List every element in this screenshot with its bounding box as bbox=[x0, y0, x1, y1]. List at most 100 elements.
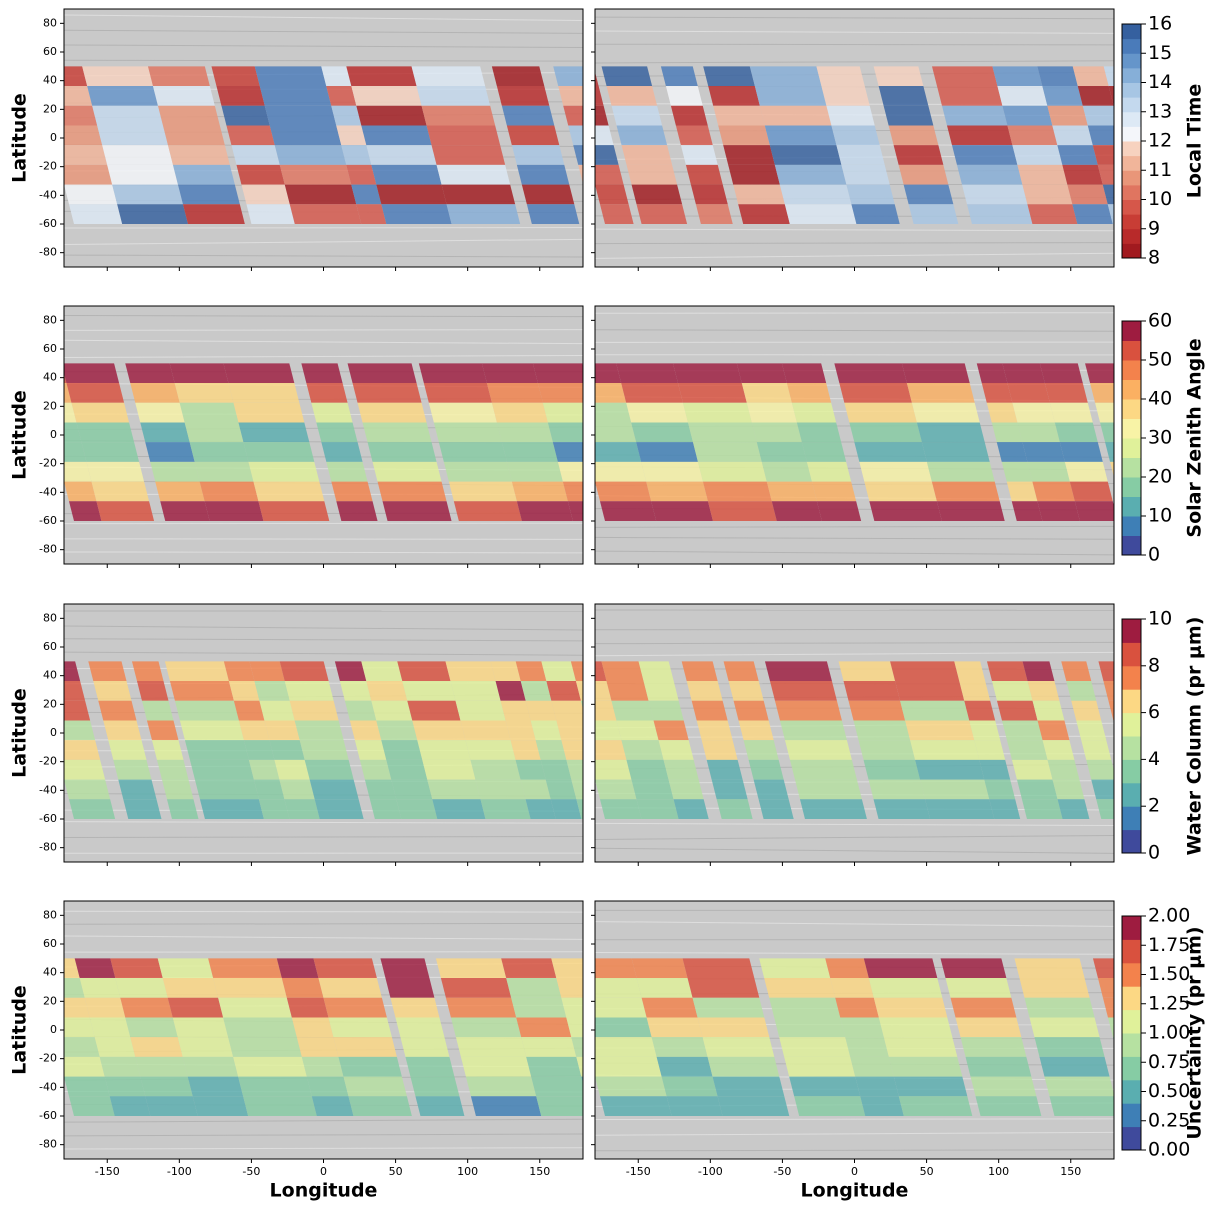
field-cell bbox=[825, 958, 869, 978]
field-cell bbox=[794, 1096, 865, 1116]
field-cell bbox=[422, 106, 496, 126]
field-cell bbox=[642, 998, 698, 1018]
field-cell bbox=[1073, 66, 1109, 86]
colorbar-band bbox=[1122, 156, 1141, 171]
field-cell bbox=[779, 1037, 850, 1057]
colorbar-label: Water Column (pr μm) bbox=[1184, 617, 1206, 856]
field-cell bbox=[1007, 383, 1049, 403]
field-cell bbox=[59, 165, 112, 185]
field-cell bbox=[200, 482, 259, 502]
field-cell bbox=[360, 760, 391, 780]
y-tick-label: -40 bbox=[39, 485, 57, 498]
field-cell bbox=[285, 681, 334, 701]
field-cell bbox=[585, 145, 619, 165]
field-cell bbox=[982, 383, 1013, 403]
colorbar-tick-label: 13 bbox=[1148, 100, 1172, 122]
field-cell bbox=[335, 661, 366, 681]
field-cell bbox=[112, 185, 183, 205]
field-cell bbox=[326, 462, 367, 482]
field-cell bbox=[941, 958, 1007, 978]
field-cell bbox=[1027, 462, 1069, 482]
field-cell bbox=[590, 462, 646, 482]
field-cell bbox=[456, 1037, 526, 1057]
field-cell bbox=[446, 998, 516, 1018]
field-cell bbox=[954, 661, 985, 681]
field-cell bbox=[733, 185, 785, 205]
field-cell bbox=[1047, 106, 1087, 126]
colorbar-band bbox=[1122, 1103, 1141, 1127]
field-cell bbox=[328, 1017, 391, 1037]
field-cell bbox=[54, 1037, 100, 1057]
colorbar-band bbox=[1122, 321, 1141, 341]
field-cell bbox=[795, 780, 862, 800]
field-cell bbox=[34, 66, 87, 86]
field-cell bbox=[64, 185, 117, 205]
y-tick-label: 20 bbox=[43, 697, 57, 710]
field-cell bbox=[992, 681, 1033, 701]
field-cell bbox=[173, 165, 235, 185]
field-cell bbox=[845, 1037, 889, 1057]
field-cell bbox=[713, 1077, 785, 1097]
y-tick-label: -60 bbox=[39, 217, 57, 230]
colorbar-band bbox=[1122, 380, 1141, 400]
field-cell bbox=[661, 66, 698, 86]
field-cell bbox=[590, 1057, 662, 1077]
field-cell bbox=[512, 482, 568, 502]
colorbar-tick-label: 0 bbox=[1148, 544, 1160, 566]
field-cell bbox=[961, 1037, 1027, 1057]
field-cell bbox=[279, 780, 314, 800]
colorbar-label: Solar Zenith Angle bbox=[1184, 338, 1206, 537]
field-cell bbox=[395, 1017, 444, 1037]
field-cell bbox=[471, 1096, 541, 1116]
y-tick-label: 20 bbox=[43, 399, 57, 412]
field-cell bbox=[899, 165, 949, 185]
field-cell bbox=[170, 681, 234, 701]
field-cell bbox=[667, 1096, 723, 1116]
field-cell bbox=[1078, 86, 1114, 106]
field-cell bbox=[378, 482, 447, 502]
field-cell bbox=[775, 165, 847, 185]
field-cell bbox=[637, 204, 688, 224]
field-cell bbox=[1002, 462, 1033, 482]
field-cell bbox=[180, 720, 244, 740]
field-cell bbox=[693, 998, 765, 1018]
colorbar-band bbox=[1122, 916, 1141, 940]
field-cell bbox=[717, 799, 753, 819]
field-cell bbox=[246, 204, 294, 224]
field-cell bbox=[526, 799, 556, 819]
field-cell bbox=[651, 501, 713, 521]
colorbar-tick-label: 15 bbox=[1148, 42, 1172, 64]
field-cell bbox=[259, 701, 294, 721]
field-cell bbox=[302, 1057, 344, 1077]
field-cell bbox=[526, 701, 557, 721]
field-cell bbox=[343, 1077, 406, 1097]
field-cell bbox=[521, 681, 552, 701]
field-cell bbox=[363, 422, 432, 442]
field-cell bbox=[754, 780, 789, 800]
field-cell bbox=[1017, 780, 1058, 800]
field-cell bbox=[787, 383, 831, 403]
field-cell bbox=[785, 204, 857, 224]
field-cell bbox=[447, 204, 521, 224]
field-cell bbox=[120, 998, 172, 1018]
colorbar-band bbox=[1122, 497, 1141, 517]
y-tick-label: 60 bbox=[43, 937, 57, 950]
field-cell bbox=[632, 958, 688, 978]
field-cell bbox=[391, 780, 432, 800]
field-cell bbox=[546, 681, 581, 701]
field-cell bbox=[356, 204, 386, 224]
field-cell bbox=[306, 383, 347, 403]
field-cell bbox=[142, 701, 174, 721]
field-cell bbox=[691, 185, 728, 205]
colorbar-band bbox=[1122, 360, 1141, 380]
field-cell bbox=[234, 701, 265, 721]
field-cell bbox=[123, 799, 161, 819]
field-cell bbox=[502, 106, 554, 126]
y-tick-label: 40 bbox=[43, 966, 57, 979]
colorbar-tick-label: 10 bbox=[1148, 188, 1172, 210]
colorbar-band bbox=[1122, 24, 1141, 39]
field-cell bbox=[157, 760, 189, 780]
field-cell bbox=[346, 165, 376, 185]
x-tick-label: 150 bbox=[529, 1165, 550, 1178]
y-tick-label: -20 bbox=[39, 160, 57, 173]
